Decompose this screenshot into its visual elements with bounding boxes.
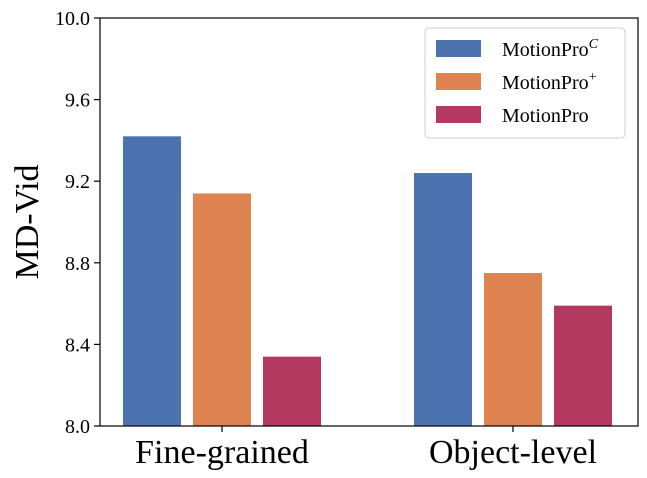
y-tick-label: 10.0	[55, 8, 90, 30]
legend-swatch	[436, 73, 481, 90]
legend-label-name: MotionPro	[502, 105, 589, 127]
legend-label-superscript: +	[589, 70, 597, 85]
bar-fine-grained-series-0	[123, 136, 181, 426]
x-tick-label: Fine-grained	[135, 434, 309, 471]
legend-label: MotionPro	[502, 105, 589, 127]
x-tick-label: Object-level	[429, 434, 597, 471]
bar-object-level-series-2	[554, 305, 612, 426]
y-tick-label: 8.4	[65, 334, 90, 356]
plot-frame	[99, 17, 639, 427]
bar-object-level-series-0	[414, 173, 472, 426]
legend-label: MotionProC	[502, 37, 599, 61]
bar-object-level-series-1	[484, 273, 542, 426]
y-tick-label: 8.0	[65, 416, 90, 438]
legend-swatch	[436, 40, 481, 57]
bar-fine-grained-series-1	[193, 193, 251, 426]
y-axis-title: MD-Vid	[9, 164, 46, 279]
legend-label: MotionPro+	[502, 70, 597, 94]
x-axis: Fine-grained Object-level	[135, 426, 597, 471]
y-axis: 8.0 8.4 8.8 9.2 9.6 10.0	[55, 8, 100, 438]
bars-layer	[123, 136, 612, 426]
legend-label-name: MotionPro	[502, 39, 589, 61]
legend-label-name: MotionPro	[502, 72, 589, 94]
y-tick-label: 9.6	[65, 90, 90, 112]
y-tick-label: 9.2	[65, 171, 90, 193]
legend-label-superscript: C	[589, 37, 599, 52]
legend-swatch	[436, 106, 481, 123]
y-tick-label: 8.8	[65, 253, 90, 275]
bar-fine-grained-series-2	[263, 356, 321, 426]
